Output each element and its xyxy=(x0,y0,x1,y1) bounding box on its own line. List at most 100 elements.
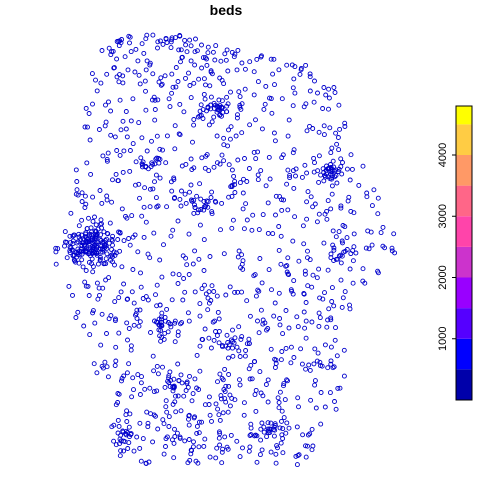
data-point xyxy=(136,72,142,78)
data-point xyxy=(79,242,85,248)
data-point xyxy=(143,107,149,113)
data-point xyxy=(213,43,219,49)
data-point xyxy=(348,152,354,158)
data-point xyxy=(83,283,89,289)
data-point xyxy=(117,97,123,103)
data-point xyxy=(153,292,158,298)
data-point xyxy=(127,242,133,248)
data-point xyxy=(303,318,309,324)
data-point xyxy=(208,298,214,303)
data-point xyxy=(329,191,335,197)
data-point xyxy=(328,251,334,257)
data-point xyxy=(147,204,153,210)
data-point xyxy=(214,445,220,451)
data-point xyxy=(211,289,217,294)
data-point xyxy=(62,229,68,235)
data-point xyxy=(216,105,222,111)
data-point xyxy=(79,217,85,223)
data-point xyxy=(201,237,207,243)
data-point xyxy=(172,146,178,152)
data-point xyxy=(222,434,228,440)
data-point xyxy=(248,425,254,431)
data-point xyxy=(239,60,245,66)
data-point xyxy=(121,281,127,287)
data-point xyxy=(284,377,290,383)
data-point xyxy=(211,100,217,106)
data-point xyxy=(332,90,338,95)
data-point xyxy=(203,82,208,88)
data-point xyxy=(152,161,158,167)
data-point xyxy=(198,102,204,108)
data-point xyxy=(236,248,242,254)
colorbar-bin-8 xyxy=(456,124,472,155)
data-point xyxy=(97,188,103,193)
data-point xyxy=(312,382,318,388)
data-point xyxy=(163,404,169,410)
data-point xyxy=(160,364,165,370)
data-point xyxy=(114,148,120,153)
data-point xyxy=(198,196,204,202)
data-point xyxy=(168,179,174,185)
data-point xyxy=(118,438,124,444)
data-point xyxy=(279,418,284,424)
data-point xyxy=(86,250,92,256)
data-point xyxy=(194,352,200,358)
data-point xyxy=(281,415,287,421)
data-point xyxy=(247,433,253,438)
data-point xyxy=(113,358,119,364)
data-point xyxy=(93,77,98,83)
data-point xyxy=(311,361,317,367)
data-point xyxy=(138,458,144,464)
data-point xyxy=(86,215,91,221)
data-point xyxy=(62,243,67,249)
data-point xyxy=(109,199,115,205)
data-point xyxy=(281,381,287,387)
data-point xyxy=(254,433,260,439)
data-point xyxy=(131,387,136,393)
data-point xyxy=(214,160,220,166)
data-point xyxy=(124,134,130,140)
data-point xyxy=(126,361,132,367)
data-point xyxy=(285,167,291,173)
data-point xyxy=(298,346,304,352)
data-point xyxy=(115,417,121,423)
data-point xyxy=(305,189,311,195)
data-point xyxy=(150,439,156,445)
data-point xyxy=(172,195,178,201)
data-point xyxy=(333,406,339,412)
data-point xyxy=(271,56,277,62)
data-point xyxy=(209,119,215,125)
data-point xyxy=(340,223,346,228)
data-point xyxy=(336,102,342,108)
data-point xyxy=(120,169,126,175)
data-point xyxy=(87,332,93,338)
data-point xyxy=(272,82,277,88)
data-point xyxy=(305,432,311,438)
data-point xyxy=(217,112,223,118)
data-point xyxy=(292,214,298,220)
data-point xyxy=(201,268,207,273)
data-point xyxy=(82,124,88,130)
data-point xyxy=(278,261,284,267)
data-point xyxy=(303,62,309,68)
data-point xyxy=(150,71,156,77)
data-point xyxy=(239,289,245,295)
data-point xyxy=(211,114,217,120)
data-point xyxy=(144,32,150,38)
data-point xyxy=(171,383,177,389)
data-point xyxy=(267,176,273,182)
data-point xyxy=(237,94,243,100)
data-point xyxy=(292,64,298,70)
data-point xyxy=(136,181,142,187)
data-point xyxy=(131,322,137,328)
data-point xyxy=(169,37,175,43)
data-point xyxy=(154,155,160,161)
data-point xyxy=(226,127,231,133)
data-point xyxy=(73,315,79,320)
data-point xyxy=(309,447,315,453)
data-point xyxy=(142,386,148,392)
data-point xyxy=(203,291,209,297)
data-point xyxy=(218,58,224,64)
data-point xyxy=(103,277,109,283)
data-point xyxy=(336,147,342,153)
